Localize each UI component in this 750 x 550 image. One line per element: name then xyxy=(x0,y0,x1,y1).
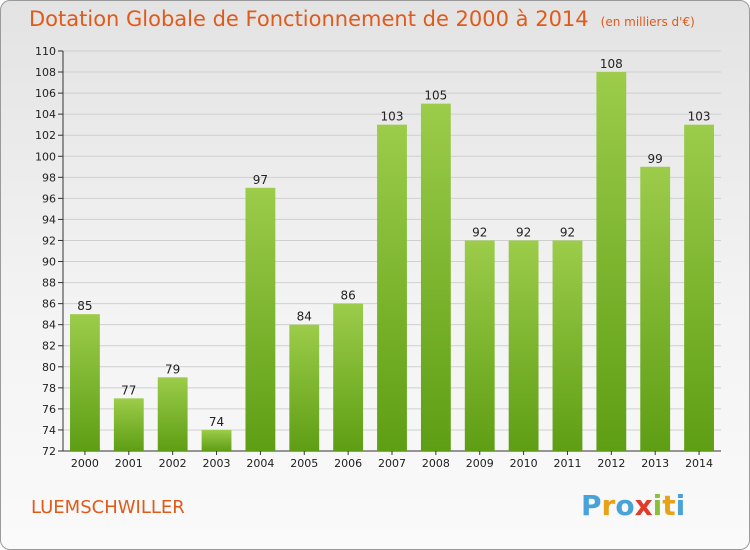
data-label: 86 xyxy=(340,289,355,303)
x-tick-label: 2000 xyxy=(71,457,99,470)
y-tick-label: 80 xyxy=(42,361,56,374)
x-tick-label: 2001 xyxy=(115,457,143,470)
bar xyxy=(684,124,714,452)
y-tick-label: 108 xyxy=(35,66,56,79)
bar xyxy=(552,240,583,451)
bar xyxy=(245,187,276,451)
x-tick-label: 2003 xyxy=(203,457,231,470)
bar xyxy=(289,324,320,451)
x-tick-label: 2011 xyxy=(553,457,581,470)
y-tick-label: 86 xyxy=(42,298,56,311)
data-label: 77 xyxy=(121,383,136,397)
bar xyxy=(464,240,495,451)
x-tick-label: 2012 xyxy=(597,457,625,470)
data-label: 103 xyxy=(688,110,711,124)
y-tick-label: 76 xyxy=(42,403,56,416)
y-tick-label: 100 xyxy=(35,150,56,163)
proxiti-logo: Proxiti xyxy=(581,489,685,522)
data-label: 74 xyxy=(209,415,224,429)
bar xyxy=(420,103,451,451)
data-label: 97 xyxy=(253,173,268,187)
y-tick-label: 74 xyxy=(42,424,56,437)
data-label: 85 xyxy=(77,299,92,313)
y-tick-label: 104 xyxy=(35,108,56,121)
logo-letter: i xyxy=(675,489,686,522)
chart-subtitle: (en milliers d'€) xyxy=(600,15,695,29)
y-tick-label: 78 xyxy=(42,382,56,395)
data-label: 92 xyxy=(560,225,575,239)
logo-letter: P xyxy=(581,489,602,522)
commune-name: LUEMSCHWILLER xyxy=(31,497,185,518)
y-tick-label: 90 xyxy=(42,256,56,269)
bar xyxy=(70,314,100,451)
logo-letter: x xyxy=(634,489,653,522)
data-label: 99 xyxy=(648,152,663,166)
bar xyxy=(596,72,627,451)
logo-letter: t xyxy=(662,489,676,522)
bar xyxy=(201,429,232,451)
y-tick-label: 106 xyxy=(35,87,56,100)
data-label: 79 xyxy=(165,362,180,376)
bar xyxy=(377,124,407,452)
chart-title: Dotation Globale de Fonctionnement de 20… xyxy=(29,7,695,31)
x-tick-label: 2010 xyxy=(510,457,538,470)
data-label: 103 xyxy=(381,110,404,124)
y-tick-label: 102 xyxy=(35,129,56,142)
x-tick-label: 2006 xyxy=(334,457,362,470)
y-tick-label: 92 xyxy=(42,234,56,247)
data-label: 92 xyxy=(516,225,531,239)
y-tick-label: 84 xyxy=(42,319,56,332)
data-label: 84 xyxy=(297,310,312,324)
logo-letter: r xyxy=(601,489,616,522)
bar xyxy=(333,303,364,451)
x-tick-label: 2004 xyxy=(246,457,274,470)
x-tick-label: 2002 xyxy=(159,457,187,470)
logo-letter: i xyxy=(652,489,663,522)
y-tick-label: 110 xyxy=(35,45,56,58)
y-tick-label: 94 xyxy=(42,213,56,226)
logo-letter: o xyxy=(615,489,635,522)
x-tick-label: 2009 xyxy=(466,457,494,470)
bar xyxy=(508,240,539,451)
data-label: 92 xyxy=(472,225,487,239)
x-tick-label: 2005 xyxy=(290,457,318,470)
bar xyxy=(640,166,671,451)
bar xyxy=(113,398,144,451)
y-tick-label: 72 xyxy=(42,445,56,458)
x-tick-label: 2013 xyxy=(641,457,669,470)
x-tick-label: 2008 xyxy=(422,457,450,470)
bars xyxy=(70,72,714,452)
y-tick-label: 96 xyxy=(42,192,56,205)
data-label: 108 xyxy=(600,57,623,71)
data-label: 105 xyxy=(424,89,447,103)
bar xyxy=(157,377,188,451)
x-tick-label: 2014 xyxy=(685,457,713,470)
y-tick-label: 88 xyxy=(42,277,56,290)
labels: 85 2000 77 2001 79 2002 74 2003 97 2004 84 2005 86 20… xyxy=(71,57,713,470)
y-tick-label: 82 xyxy=(42,340,56,353)
x-tick-label: 2007 xyxy=(378,457,406,470)
y-tick-label: 98 xyxy=(42,171,56,184)
